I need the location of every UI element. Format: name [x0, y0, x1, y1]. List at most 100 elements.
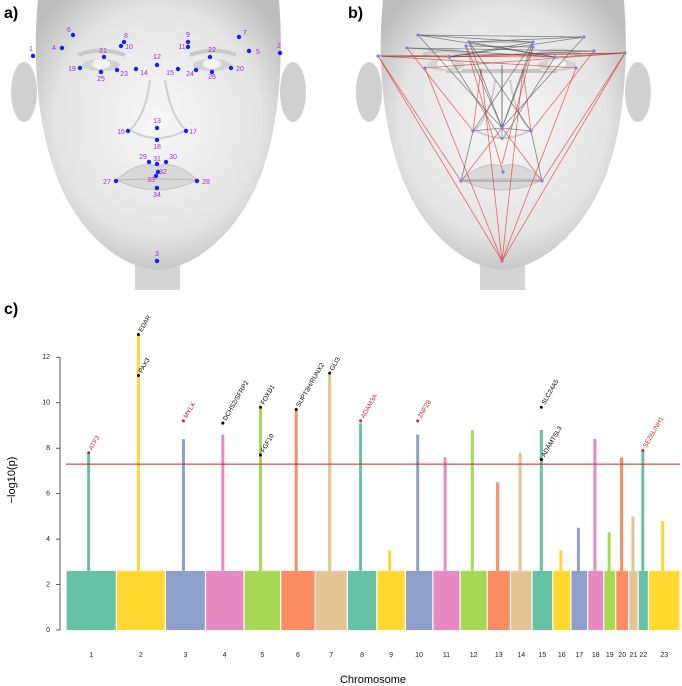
annotation-label: SEZ6L/NH1	[642, 415, 666, 449]
landmark-label: 33	[147, 177, 155, 184]
snp-band	[460, 570, 487, 630]
landmark-dot	[154, 185, 160, 191]
landmark-node	[376, 54, 380, 58]
panel-label: a)	[4, 5, 18, 22]
landmark-dot	[153, 173, 159, 179]
landmark-label: 30	[169, 154, 177, 161]
landmark-edge	[460, 127, 503, 182]
snp-band	[166, 570, 205, 630]
peak	[328, 373, 332, 571]
landmark-dot	[70, 32, 76, 38]
landmark-node	[501, 170, 505, 174]
x-tick-label: 6	[296, 652, 300, 659]
landmark-dot	[236, 34, 242, 40]
x-tick-label: 8	[360, 652, 364, 659]
snp-band	[116, 570, 165, 630]
landmark-label: 21	[99, 48, 107, 55]
landmark-node	[623, 51, 627, 55]
landmark-edge	[501, 68, 524, 262]
landmark-node	[500, 259, 504, 263]
landmark-label: 11	[178, 44, 185, 51]
landmark-label: 27	[103, 179, 111, 186]
landmark-dot	[183, 128, 189, 134]
peak	[661, 520, 665, 571]
landmark-label: 16	[117, 129, 125, 136]
landmark-edge	[448, 56, 503, 141]
landmark-label: 17	[189, 129, 197, 136]
landmark-label: 9	[186, 32, 190, 39]
y-tick-label: 8	[46, 445, 50, 452]
landmark-edge	[501, 67, 577, 262]
landmark-label: 8	[124, 33, 128, 40]
peak	[470, 430, 474, 571]
landmark-edge	[424, 52, 626, 69]
landmark-dot	[154, 258, 160, 264]
landmark-edge	[541, 52, 626, 182]
x-tick-label: 13	[495, 652, 503, 659]
landmark-dot	[277, 50, 283, 56]
landmark-label: 6	[67, 27, 71, 34]
y-axis-label: −log10(p)	[6, 457, 18, 504]
x-tick-label: 16	[558, 652, 566, 659]
landmark-label: 2	[277, 43, 281, 50]
landmark-edge	[501, 56, 556, 141]
landmark-dot	[59, 45, 65, 51]
landmark-label: 15	[166, 70, 174, 77]
landmark-node	[540, 179, 544, 183]
landmark-label: 28	[202, 179, 210, 186]
landmark-dot	[154, 62, 160, 68]
landmark-dot	[207, 54, 213, 60]
landmark-edge	[472, 41, 534, 132]
annotation-point	[539, 405, 543, 409]
y-tick-label: 12	[42, 354, 50, 361]
landmark-edge	[501, 46, 534, 165]
peak	[496, 482, 500, 571]
landmark-node	[471, 129, 475, 133]
landmark-edge	[460, 130, 474, 182]
peak	[576, 527, 580, 571]
peak	[294, 409, 298, 571]
snp-band	[315, 570, 347, 630]
snp-band	[377, 570, 405, 630]
y-tick-label: 0	[46, 627, 50, 634]
annotation-point	[359, 419, 363, 423]
snp-band	[629, 570, 638, 630]
landmark-label: 32	[159, 169, 167, 176]
landmark-edge	[448, 36, 585, 58]
landmark-label: 18	[153, 144, 161, 151]
annotation-label: MYLK	[183, 400, 198, 419]
y-tick-label: 2	[46, 581, 50, 588]
x-tick-label: 22	[639, 652, 647, 659]
landmark-dot	[175, 66, 181, 72]
y-tick-label: 4	[46, 536, 50, 543]
annotation-label: FOXD1	[260, 384, 277, 407]
x-tick-label: 9	[389, 652, 393, 659]
landmark-node	[416, 33, 420, 37]
landmark-node	[553, 55, 557, 59]
landmark-edge	[424, 67, 503, 262]
x-tick-label: 1	[89, 652, 93, 659]
annotation-point	[259, 453, 263, 457]
landmark-edge	[465, 45, 503, 129]
landmark-node	[531, 40, 535, 44]
snp-band	[571, 570, 588, 630]
peak	[259, 407, 263, 571]
landmark-node	[467, 40, 471, 44]
snp-band	[649, 570, 680, 630]
peak	[539, 430, 543, 571]
snp-band	[281, 570, 315, 630]
landmark-dot	[154, 125, 160, 131]
snp-band	[66, 570, 116, 630]
annotation-label: EDAR	[138, 314, 153, 333]
peak	[136, 334, 140, 571]
landmark-dot	[101, 54, 107, 60]
landmark-edge	[468, 36, 585, 43]
peak	[593, 439, 597, 571]
peak	[87, 452, 91, 571]
peak	[388, 550, 392, 571]
landmark-node	[423, 66, 427, 70]
landmark-dot	[193, 67, 199, 73]
landmark-node	[531, 45, 535, 49]
landmark-node	[447, 55, 451, 59]
